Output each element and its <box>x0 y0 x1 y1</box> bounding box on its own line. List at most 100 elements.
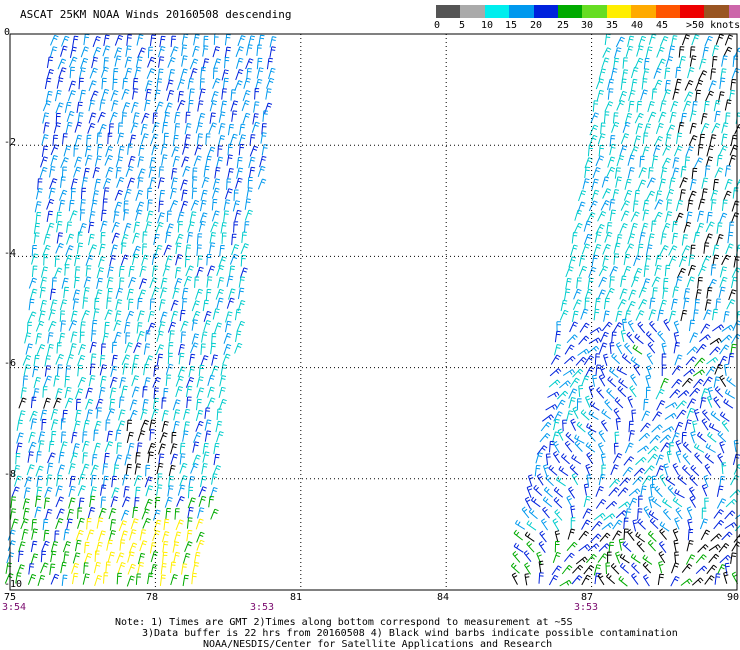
wind-barb <box>206 397 216 409</box>
wind-barb <box>98 243 106 256</box>
wind-barb <box>569 377 580 388</box>
colorbar-label: 15 <box>505 20 518 31</box>
wind-barb <box>86 518 92 530</box>
wind-barb <box>34 495 42 507</box>
wind-barb <box>672 528 679 541</box>
colorbar-label: 10 <box>481 20 494 31</box>
wind-barb <box>607 78 615 91</box>
wind-barb <box>147 46 153 59</box>
wind-barb <box>638 299 648 310</box>
wind-barb <box>256 44 262 56</box>
wind-barb <box>690 464 700 477</box>
wind-barb <box>611 331 617 344</box>
wind-barb <box>88 99 96 112</box>
wind-barb <box>610 464 619 476</box>
wind-barb <box>234 80 243 91</box>
wind-barb <box>83 33 90 46</box>
wind-barb <box>74 134 83 146</box>
wind-barb <box>88 375 96 387</box>
wind-barb <box>44 486 53 498</box>
wind-barb <box>98 507 107 519</box>
wind-barb <box>694 299 700 311</box>
colorbar-label: 20 <box>530 20 543 31</box>
wind-barb <box>157 46 166 58</box>
wind-barb <box>553 411 563 422</box>
wind-barb <box>94 155 102 167</box>
wind-barb <box>701 483 708 497</box>
wind-barb <box>127 298 134 311</box>
wind-barb <box>252 113 259 125</box>
wind-barb <box>613 407 621 420</box>
wind-barb <box>84 541 90 554</box>
wind-barb <box>620 200 630 211</box>
wind-barb <box>731 67 740 79</box>
wind-barb <box>139 265 147 278</box>
wind-barb <box>88 80 97 92</box>
wind-barb <box>671 378 682 389</box>
wind-barb <box>588 385 595 398</box>
wind-barb <box>59 189 68 201</box>
wind-barb <box>634 189 641 202</box>
wind-barb <box>116 572 122 585</box>
wind-barb <box>664 79 671 92</box>
wind-barb <box>618 538 624 551</box>
colorbar-label: 25 <box>557 20 570 31</box>
wind-barb <box>720 68 727 80</box>
wind-barb <box>137 177 144 189</box>
wind-barb <box>222 353 231 365</box>
wind-barb <box>221 88 227 100</box>
note-line-1: Note: 1) Times are GMT 2)Times along bot… <box>115 617 573 628</box>
wind-barb <box>548 574 559 586</box>
colorbar-segment <box>704 5 729 18</box>
wind-barb <box>181 189 188 201</box>
wind-barb <box>110 244 118 256</box>
wind-barb <box>651 155 659 167</box>
wind-barb <box>152 112 158 124</box>
wind-barb <box>39 166 48 178</box>
wind-barb <box>60 431 67 443</box>
wind-barb <box>170 453 179 465</box>
wind-barb <box>630 222 638 235</box>
wind-barb <box>218 386 226 399</box>
wind-barb <box>125 332 131 344</box>
wind-barb <box>49 46 58 58</box>
wind-barb <box>143 343 151 355</box>
wind-barb <box>104 321 110 334</box>
wind-barb <box>194 144 203 156</box>
wind-barb <box>653 67 662 79</box>
wind-barb <box>570 418 577 431</box>
wind-barb <box>587 543 600 552</box>
wind-barb <box>640 422 651 433</box>
wind-barb <box>524 562 531 575</box>
wind-barb <box>82 452 88 464</box>
wind-barb <box>587 430 596 442</box>
wind-barb <box>149 34 156 46</box>
colorbar-label: 5 <box>459 20 466 31</box>
wind-barb <box>213 33 219 45</box>
wind-barb <box>74 156 82 168</box>
wind-barb <box>601 321 613 332</box>
wind-barb <box>704 165 711 177</box>
wind-barb <box>77 112 84 124</box>
wind-barb <box>594 353 601 365</box>
wind-barb <box>60 157 69 168</box>
wind-barb <box>588 410 599 421</box>
wind-barb <box>262 110 268 122</box>
wind-barb <box>651 276 661 288</box>
wind-barb <box>99 99 106 111</box>
wind-barb <box>570 244 578 256</box>
wind-barb <box>655 388 665 400</box>
wind-barb <box>166 210 172 223</box>
wind-barb <box>630 276 640 288</box>
wind-barb <box>700 122 710 134</box>
wind-barb <box>600 419 608 432</box>
wind-barb <box>637 321 646 334</box>
wind-barb <box>674 354 683 366</box>
wind-barb <box>663 508 671 521</box>
wind-barb <box>591 178 599 190</box>
wind-barb <box>561 453 570 465</box>
wind-barb <box>640 89 648 101</box>
wind-barb <box>614 47 622 59</box>
wind-barb <box>102 45 111 57</box>
wind-barb <box>704 453 715 464</box>
